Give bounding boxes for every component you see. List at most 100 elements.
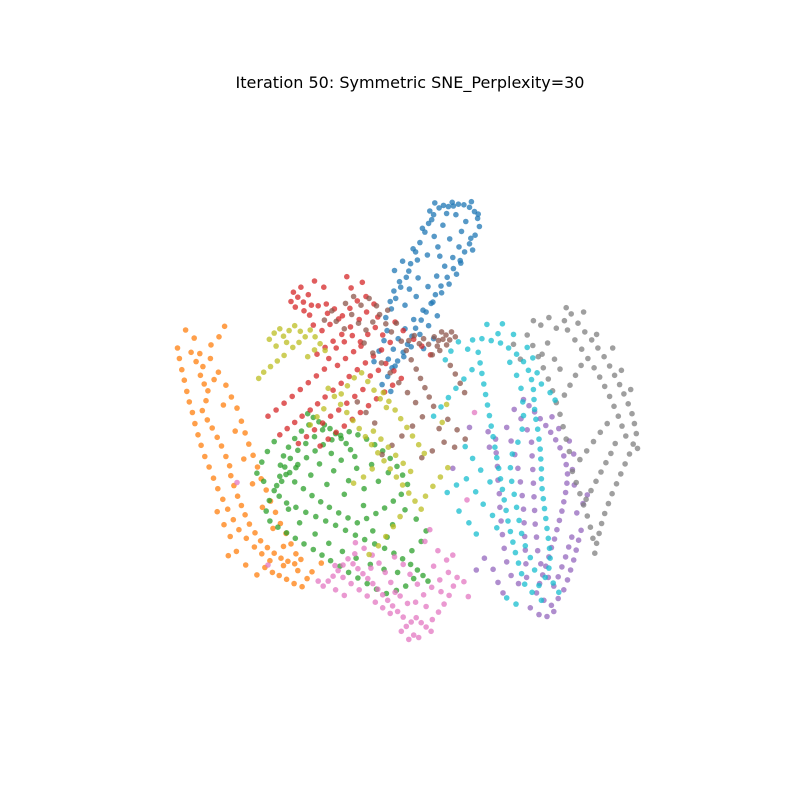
- scatter-point-s9-8: [528, 376, 535, 383]
- scatter-point-s2-124: [375, 478, 382, 485]
- scatter-point-s9-36: [507, 528, 514, 535]
- scatter-point-s9-55: [513, 372, 520, 379]
- scatter-point-s9-97: [530, 355, 536, 361]
- scatter-point-s3-26: [327, 321, 333, 328]
- scatter-point-s8-45: [415, 441, 422, 448]
- scatter-point-s8-65: [360, 474, 367, 480]
- scatter-point-s2-98: [285, 506, 292, 512]
- scatter-point-s2-95: [259, 459, 265, 465]
- scatter-point-s7-40: [560, 423, 566, 430]
- scatter-point-s2-80: [335, 510, 342, 516]
- scatter-point-s0-89: [456, 244, 462, 250]
- scatter-point-s6-24: [330, 573, 336, 579]
- scatter-point-s2-82: [317, 499, 324, 505]
- scatter-point-s1-81: [188, 349, 194, 356]
- scatter-point-s5-64: [363, 409, 369, 416]
- scatter-point-s9-66: [516, 517, 522, 524]
- scatter-point-s3-36: [379, 332, 386, 338]
- scatter-point-s2-72: [404, 481, 411, 488]
- scatter-point-s2-60: [312, 448, 318, 454]
- scatter-point-s2-119: [293, 464, 299, 471]
- scatter-point-s8-52: [351, 375, 358, 381]
- scatter-point-s9-70: [531, 567, 538, 573]
- scatter-point-s1-12: [228, 472, 234, 479]
- scatter-point-s0-44: [388, 388, 394, 395]
- scatter-point-s5-40: [422, 384, 428, 391]
- scatter-point-s4-44: [532, 521, 538, 527]
- scatter-point-s4-65: [523, 574, 530, 581]
- scatter-point-s6-3: [413, 614, 420, 621]
- scatter-point-s1-49: [192, 420, 198, 427]
- scatter-point-s3-69: [344, 400, 350, 407]
- scatter-point-s9-32: [518, 570, 525, 577]
- scatter-point-s2-59: [303, 454, 310, 461]
- scatter-point-s7-38: [566, 448, 573, 455]
- scatter-point-s6-71: [471, 409, 478, 416]
- scatter-point-s7-22: [618, 471, 624, 477]
- scatter-point-s1-14: [234, 493, 241, 500]
- scatter-point-s3-13: [339, 313, 346, 319]
- scatter-point-s2-53: [263, 508, 270, 514]
- scatter-point-s1-5: [199, 407, 206, 414]
- scatter-point-s6-72: [234, 479, 240, 486]
- scatter-point-s4-26: [555, 595, 561, 602]
- scatter-point-s4-53: [511, 406, 517, 413]
- scatter-point-s1-78: [208, 342, 214, 348]
- scatter-point-s0-40: [394, 358, 401, 364]
- scatter-point-s7-75: [583, 448, 590, 454]
- scatter-point-s8-49: [371, 387, 377, 394]
- scatter-point-s0-84: [399, 258, 406, 265]
- scatter-point-s0-19: [455, 201, 462, 207]
- scatter-point-s2-23: [322, 518, 329, 524]
- scatter-point-s6-36: [392, 589, 398, 596]
- scatter-point-s4-12: [562, 489, 569, 496]
- scatter-point-s6-77: [427, 526, 433, 533]
- scatter-point-s7-33: [584, 513, 591, 519]
- scatter-point-s0-0: [371, 358, 377, 365]
- scatter-point-s3-41: [354, 366, 361, 373]
- scatter-point-s2-27: [361, 536, 368, 543]
- scatter-point-s4-67: [508, 572, 514, 579]
- scatter-point-s4-64: [523, 561, 529, 567]
- scatter-point-s0-3: [384, 327, 390, 334]
- scatter-point-s3-68: [352, 393, 358, 400]
- scatter-point-s6-8: [406, 636, 412, 643]
- scatter-point-s9-15: [537, 446, 543, 452]
- scatter-point-s7-10: [601, 353, 607, 360]
- scatter-point-s8-36: [406, 490, 412, 496]
- scatter-point-s5-17: [333, 318, 340, 325]
- scatter-point-s3-86: [281, 400, 287, 407]
- scatter-point-s3-51: [277, 432, 283, 438]
- scatter-point-s2-75: [381, 505, 388, 511]
- scatter-point-s2-20: [293, 504, 299, 511]
- scatter-point-s1-80: [182, 327, 189, 333]
- scatter-point-s4-29: [567, 567, 574, 573]
- scatter-point-s7-70: [567, 382, 573, 389]
- scatter-point-s6-10: [400, 614, 407, 620]
- scatter-point-s1-18: [252, 530, 258, 536]
- scatter-point-s7-23: [613, 481, 620, 487]
- scatter-point-s2-8: [347, 446, 354, 453]
- scatter-point-s2-114: [370, 528, 376, 534]
- scatter-point-s1-15: [238, 502, 245, 509]
- scatter-point-s5-67: [452, 371, 459, 377]
- scatter-point-s0-4: [383, 314, 389, 321]
- scatter-point-s2-99: [296, 520, 303, 526]
- scatter-point-s3-64: [333, 429, 340, 436]
- scatter-point-s1-23: [285, 558, 291, 565]
- scatter-point-s1-29: [283, 576, 290, 583]
- scatter-point-s5-55: [436, 425, 442, 432]
- scatter-point-s5-26: [393, 320, 400, 327]
- scatter-point-s3-8: [288, 298, 294, 305]
- scatter-point-s5-11: [452, 334, 459, 340]
- scatter-point-s3-85: [289, 393, 296, 400]
- scatter-point-s8-20: [267, 363, 274, 370]
- scatter-point-s6-73: [265, 562, 271, 568]
- scatter-point-s3-84: [297, 386, 304, 393]
- scatter-point-s4-87: [551, 608, 557, 615]
- scatter-point-s3-93: [311, 278, 318, 284]
- scatter-point-s7-56: [606, 393, 613, 400]
- scatter-point-s2-33: [414, 567, 421, 573]
- scatter-point-s3-1: [295, 294, 301, 301]
- scatter-point-s5-20: [355, 320, 362, 327]
